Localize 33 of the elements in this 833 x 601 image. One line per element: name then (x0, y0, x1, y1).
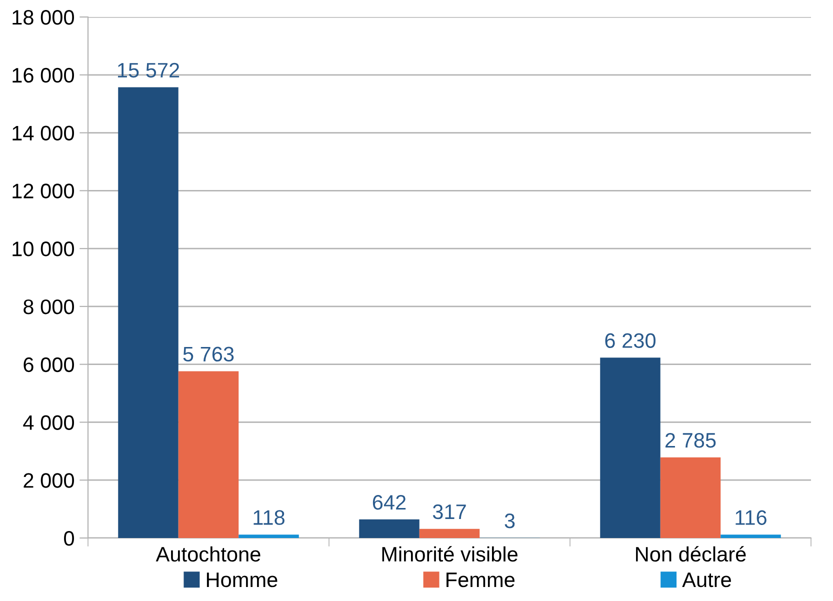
x-tick-label: Autochtone (156, 546, 260, 562)
legend-label: Autre (682, 572, 731, 588)
y-tick-label: 16 000 (12, 68, 74, 83)
y-tick-label: 12 000 (12, 184, 74, 198)
y-tick-label: 2 000 (24, 473, 74, 488)
data-label: 5 763 (183, 346, 234, 362)
bar (118, 87, 178, 538)
y-tick-label: 4 000 (23, 415, 74, 430)
y-tick-label: 0 (64, 531, 74, 546)
y-tick-label: 18 000 (12, 10, 74, 25)
bar (660, 457, 721, 538)
x-tick-label: Non déclaré (636, 546, 746, 562)
data-label: 2 785 (665, 432, 716, 448)
bar (238, 534, 299, 538)
y-tick-label: 10 000 (12, 242, 74, 256)
data-label: 15 572 (118, 62, 180, 78)
bar (600, 358, 660, 538)
bar (419, 528, 480, 538)
data-label: 6 230 (605, 333, 656, 348)
y-tick-label: 6 000 (24, 357, 74, 372)
y-tick-label: 8 000 (24, 299, 74, 314)
data-label: 116 (736, 510, 766, 525)
data-label: 3 (504, 513, 515, 528)
bar (178, 371, 239, 538)
legend-label: Femme (446, 572, 515, 588)
legend-label: Homme (206, 572, 278, 588)
x-tick-label: Minorité visible (382, 546, 518, 562)
data-label: 317 (432, 504, 466, 520)
data-label: 118 (254, 510, 284, 525)
bar (720, 534, 781, 538)
y-tick-label: 14 000 (12, 126, 74, 141)
data-label: 642 (372, 494, 406, 510)
bar (359, 519, 420, 538)
